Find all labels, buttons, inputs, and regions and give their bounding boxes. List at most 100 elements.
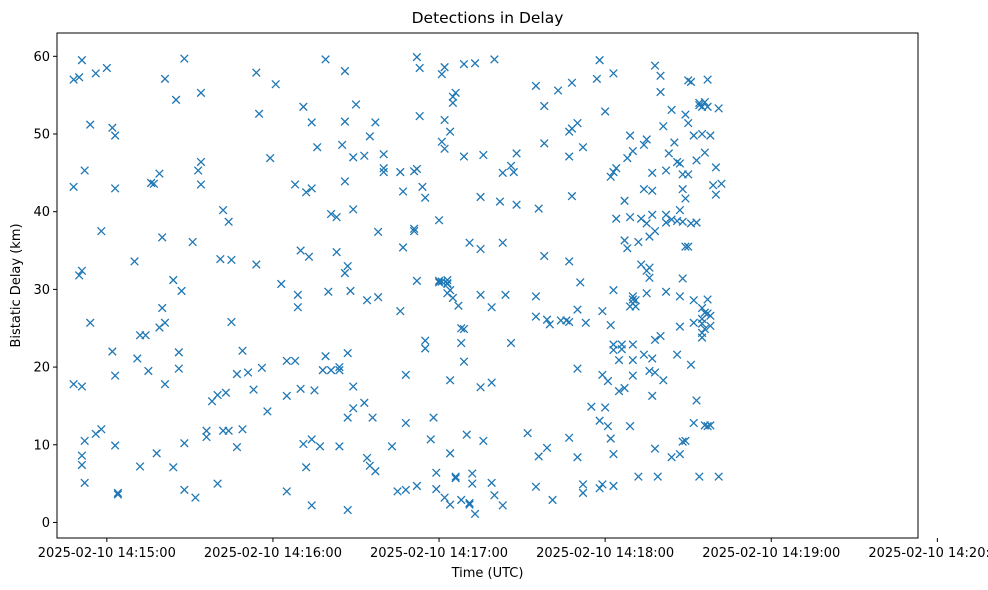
data-point xyxy=(465,500,474,509)
data-point xyxy=(614,355,624,365)
data-point xyxy=(653,472,663,481)
data-point xyxy=(415,63,424,73)
data-point xyxy=(479,150,488,160)
data-point xyxy=(299,439,308,449)
data-point xyxy=(77,460,87,470)
data-point xyxy=(650,335,660,345)
data-point xyxy=(650,226,660,236)
data-point xyxy=(202,426,211,436)
data-point xyxy=(426,435,436,444)
data-point xyxy=(368,413,377,422)
data-point xyxy=(650,368,660,377)
data-point xyxy=(108,123,117,133)
data-point xyxy=(290,356,300,366)
data-point xyxy=(307,435,316,444)
data-point xyxy=(193,166,203,175)
data-point xyxy=(656,87,665,97)
data-point xyxy=(573,118,582,128)
data-point xyxy=(675,322,685,331)
data-point xyxy=(661,287,671,296)
data-point xyxy=(573,452,582,462)
data-point xyxy=(587,402,596,411)
data-point xyxy=(539,101,549,111)
data-point xyxy=(276,279,286,289)
data-point xyxy=(647,210,657,220)
data-point xyxy=(697,333,707,342)
data-point xyxy=(686,77,696,87)
data-point xyxy=(642,219,651,228)
data-point xyxy=(465,238,474,248)
data-point xyxy=(326,365,336,375)
data-point xyxy=(379,167,388,177)
data-point xyxy=(681,242,690,251)
data-point xyxy=(487,378,496,387)
data-point xyxy=(451,88,460,98)
data-point xyxy=(645,366,654,376)
data-point xyxy=(534,204,543,213)
data-point xyxy=(498,168,507,178)
data-point xyxy=(609,449,618,459)
data-point xyxy=(443,279,452,289)
data-point xyxy=(706,131,715,140)
data-point xyxy=(174,348,184,357)
data-point xyxy=(609,69,618,78)
data-point xyxy=(85,318,95,328)
data-point xyxy=(160,74,170,84)
data-point xyxy=(487,302,496,312)
x-tick-label: 2025-02-10 14:20:00 xyxy=(868,546,988,561)
data-point xyxy=(196,157,206,167)
data-point xyxy=(456,495,466,505)
data-point xyxy=(456,338,466,348)
data-point xyxy=(617,340,627,349)
data-point xyxy=(238,424,247,434)
data-point xyxy=(575,278,585,287)
data-point xyxy=(714,104,723,113)
data-point xyxy=(670,138,679,147)
data-point xyxy=(711,163,721,172)
data-point xyxy=(678,274,687,283)
y-axis-label: Bistatic Delay (km) xyxy=(9,223,24,347)
data-point xyxy=(169,463,178,472)
data-point xyxy=(476,192,485,202)
data-point xyxy=(647,354,657,363)
data-point xyxy=(717,179,726,188)
data-point xyxy=(396,167,405,177)
data-point xyxy=(614,386,624,396)
data-point xyxy=(85,120,95,129)
data-point xyxy=(360,398,369,408)
data-point xyxy=(113,488,123,498)
data-point xyxy=(218,205,228,215)
data-point xyxy=(620,196,629,206)
data-point xyxy=(445,449,455,458)
y-tick-label: 30 xyxy=(33,283,50,298)
data-point xyxy=(451,472,460,481)
data-point xyxy=(174,364,184,373)
data-point xyxy=(108,347,117,356)
data-point xyxy=(224,217,233,227)
data-point xyxy=(667,452,676,462)
data-point xyxy=(650,444,660,453)
data-point xyxy=(307,184,316,193)
data-point xyxy=(301,188,311,197)
data-point xyxy=(595,484,604,493)
data-point xyxy=(703,295,712,304)
data-point xyxy=(661,218,671,227)
data-point xyxy=(545,320,555,329)
data-point xyxy=(180,485,189,495)
data-point xyxy=(675,449,685,459)
data-point xyxy=(146,178,156,188)
data-point xyxy=(343,505,352,515)
data-point xyxy=(667,105,676,115)
data-point xyxy=(135,462,145,471)
data-point xyxy=(623,153,632,163)
data-point xyxy=(296,246,305,255)
data-point xyxy=(324,287,333,296)
data-point xyxy=(490,55,499,64)
data-point xyxy=(412,164,422,174)
data-point xyxy=(110,371,120,380)
data-point xyxy=(102,63,112,73)
data-point xyxy=(470,509,480,519)
data-point xyxy=(459,59,469,69)
data-point xyxy=(498,501,507,510)
data-point xyxy=(631,296,640,305)
